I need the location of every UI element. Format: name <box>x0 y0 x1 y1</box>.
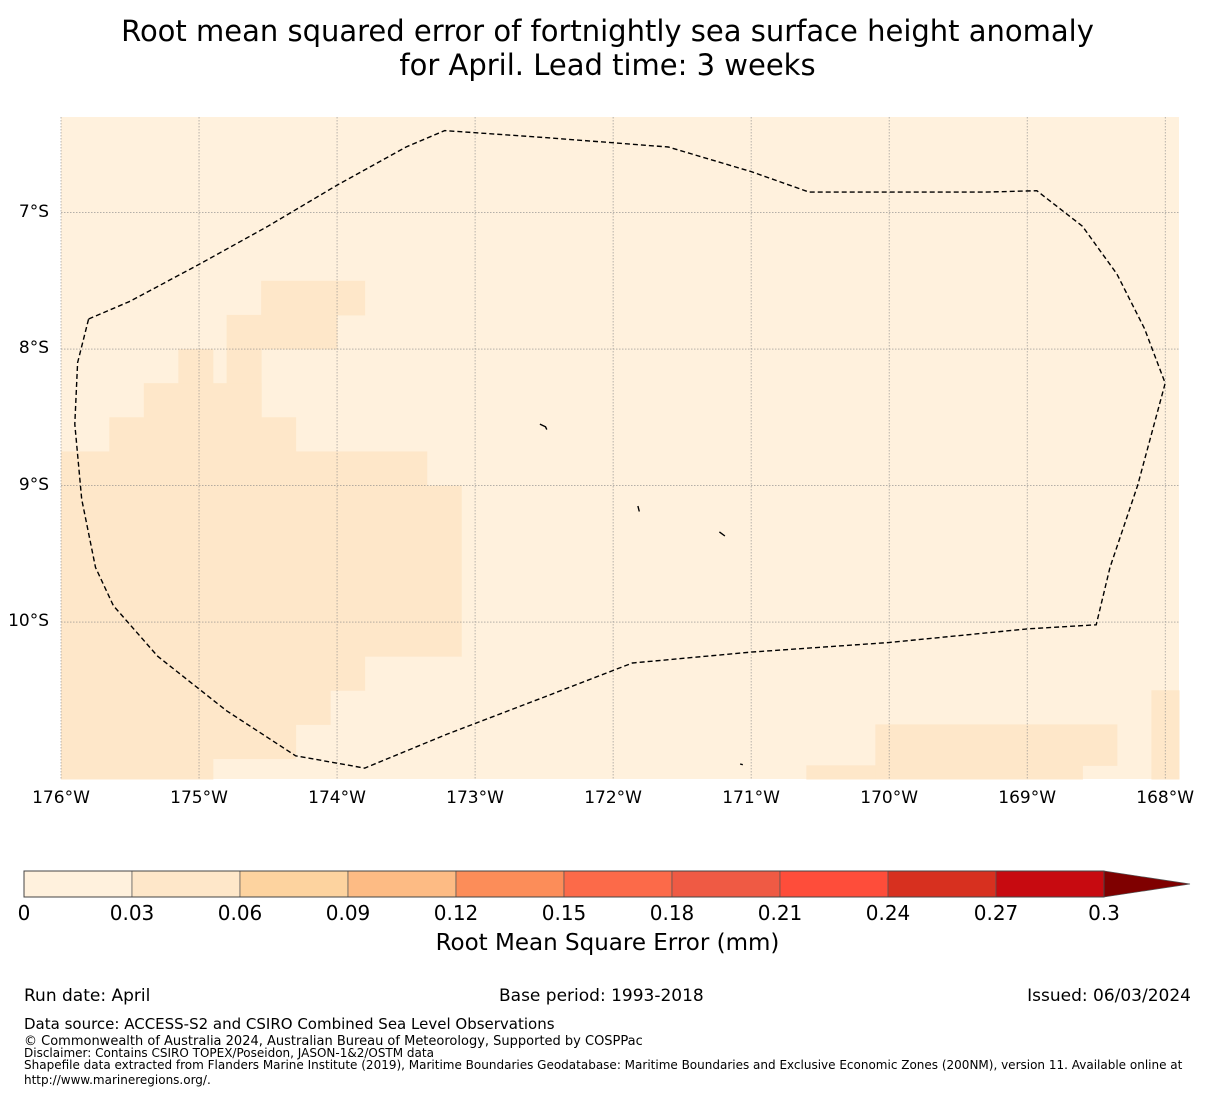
longitude-tick-label: 175°W <box>170 788 228 808</box>
title-line-1: Root mean squared error of fortnightly s… <box>121 14 1094 48</box>
error-cell <box>143 383 262 418</box>
colorbar-tick-label: 0.27 <box>973 901 1019 925</box>
copyright: © Commonwealth of Australia 2024, Austra… <box>24 1034 643 1049</box>
colorbar-label: Root Mean Square Error (mm) <box>435 930 780 956</box>
title-line-2: for April. Lead time: 3 weeks <box>399 48 816 82</box>
run-date: Run date: April <box>24 986 151 1006</box>
latitude-tick-label: 8°S <box>18 338 49 359</box>
shapefile-url: http://www.marineregions.org/. <box>24 1073 211 1087</box>
colorbar-outline <box>23 870 1105 898</box>
colorbar-segments <box>23 870 1191 898</box>
colorbar-segment <box>887 870 997 898</box>
island-coastline <box>718 531 726 537</box>
base-period: Base period: 1993-2018 <box>499 986 704 1006</box>
colorbar-segment <box>455 870 565 898</box>
latitude-tick-label: 10°S <box>8 611 49 632</box>
data-source: Data source: ACCESS-S2 and CSIRO Combine… <box>24 1015 555 1033</box>
map-panel <box>60 117 1180 780</box>
error-cell <box>61 451 428 487</box>
issued-date: Issued: 06/03/2024 <box>1027 986 1191 1006</box>
colorbar-segment <box>131 870 241 898</box>
longitude-tick-label: 173°W <box>446 788 504 808</box>
longitude-tick-label: 172°W <box>584 788 642 808</box>
colorbar-tick-label: 0.12 <box>433 901 479 925</box>
colorbar-tick-label: 0.3 <box>1088 901 1120 925</box>
colorbar-segment <box>23 870 133 898</box>
error-cell <box>875 765 1083 780</box>
error-cell <box>178 349 214 384</box>
error-cell <box>61 656 366 691</box>
disclaimer: Disclaimer: Contains CSIRO TOPEX/Poseido… <box>24 1046 434 1060</box>
error-cell <box>61 758 214 780</box>
error-cell <box>226 314 338 350</box>
colorbar-segment <box>671 870 781 898</box>
error-cell <box>875 724 1118 766</box>
colorbar-tick-label: 0.09 <box>325 901 371 925</box>
colorbar-segment <box>563 870 673 898</box>
error-cell <box>806 765 876 780</box>
error-cell <box>61 690 331 725</box>
error-cell <box>109 417 297 452</box>
error-cell <box>61 485 462 623</box>
latitude-tick-label: 7°S <box>18 201 49 222</box>
colorbar-tick-label: 0.06 <box>217 901 263 925</box>
error-cell <box>261 280 366 316</box>
map-title: Root mean squared error of fortnightly s… <box>0 14 1215 82</box>
longitude-tick-label: 168°W <box>1136 788 1195 808</box>
colorbar-segment <box>779 870 889 898</box>
error-cell <box>61 622 462 657</box>
longitude-tick-label: 174°W <box>308 788 366 808</box>
longitude-tick-label: 171°W <box>722 788 780 808</box>
colorbar-tick-label: 0.18 <box>649 901 695 925</box>
colorbar-tick-label: 0.15 <box>541 901 587 925</box>
map-content <box>60 117 1180 780</box>
longitude-tick-label: 176°W <box>32 788 90 808</box>
colorbar-tick-label: 0 <box>17 901 31 925</box>
island-coastline <box>539 423 548 430</box>
shapefile-credit: Shapefile data extracted from Flanders M… <box>24 1058 1183 1072</box>
colorbar-segment <box>239 870 349 898</box>
colorbar-tick-label: 0.03 <box>109 901 155 925</box>
colorbar-tick-label: 0.24 <box>865 901 911 925</box>
colorbar-tick-label: 0.21 <box>757 901 803 925</box>
colorbar-segment <box>995 870 1105 898</box>
colorbar-segment <box>347 870 457 898</box>
island-coastline <box>739 763 743 766</box>
eez-boundary <box>74 129 1166 769</box>
longitude-tick-label: 170°W <box>860 788 919 808</box>
colorbar-extend-arrow <box>1103 870 1191 898</box>
latitude-tick-label: 9°S <box>18 474 49 495</box>
island-coastline <box>637 505 640 512</box>
error-cell <box>61 724 297 760</box>
longitude-tick-label: 169°W <box>998 788 1057 808</box>
